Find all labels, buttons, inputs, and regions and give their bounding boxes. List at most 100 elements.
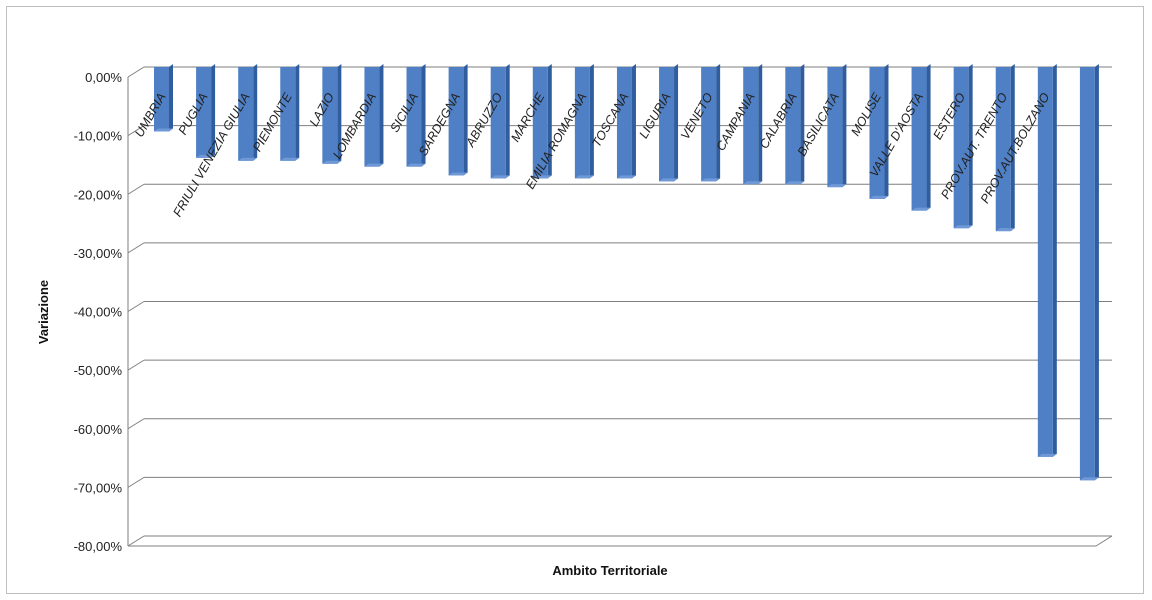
bar [574, 64, 594, 179]
bar-front [406, 67, 422, 167]
y-tick-label: -50,00% [74, 363, 123, 378]
bar [827, 64, 847, 188]
bar-cap [995, 228, 1015, 232]
gridline-edge [127, 476, 145, 488]
bar-side [968, 64, 973, 229]
bar-cap [574, 175, 594, 179]
y-tick-label: -40,00% [74, 305, 123, 320]
bar-cap [616, 175, 636, 179]
bar [743, 64, 763, 185]
bar-cap [238, 157, 258, 161]
bar [154, 64, 173, 132]
bar-side [379, 64, 384, 167]
gridline-edge [127, 242, 145, 254]
y-tick-label: -20,00% [74, 187, 123, 202]
bar-cap [322, 160, 342, 164]
bar-side [547, 64, 552, 179]
bar-side [295, 64, 300, 161]
y-tick-label: -60,00% [74, 422, 123, 437]
bar-cap [532, 175, 552, 179]
bar-cap [911, 207, 931, 211]
bar-cap [743, 181, 763, 185]
bar-front [995, 67, 1011, 232]
bar-side [716, 64, 721, 182]
bar [616, 64, 636, 179]
gridlines [127, 66, 1113, 547]
bar-side [1094, 64, 1099, 481]
bar-cap [785, 181, 805, 185]
bar-side [211, 64, 216, 158]
bar-front [911, 67, 927, 211]
y-tick-label: 0,00% [85, 70, 122, 85]
bar [1037, 64, 1057, 457]
bar [995, 64, 1015, 232]
bar-cap [1079, 477, 1099, 481]
bar [280, 64, 300, 161]
y-tick-label: -70,00% [74, 480, 123, 495]
y-tick-label: -80,00% [74, 539, 123, 554]
bar-front [616, 67, 632, 179]
bar-front [532, 67, 548, 179]
bar-side [463, 64, 468, 176]
y-tick-label: -10,00% [74, 129, 123, 144]
bar-cap [196, 154, 216, 158]
bar [196, 64, 216, 158]
bar [869, 64, 889, 199]
bar [406, 64, 426, 167]
bar-front [196, 67, 212, 158]
bar [448, 64, 468, 176]
bar-cap [364, 163, 384, 167]
bar-front [322, 67, 338, 164]
bar [490, 64, 510, 179]
gridline-edge [127, 66, 145, 78]
bar-side [1052, 64, 1057, 457]
bar-cap [869, 195, 889, 199]
bar-cap [827, 184, 847, 188]
bar-cap [701, 178, 721, 182]
bar-front [364, 67, 380, 167]
floor-side-edge [1095, 535, 1113, 547]
bar-front [154, 67, 169, 132]
y-tick-labels: 0,00% -10,00% -20,00% -30,00% -40,00% -50,00%… [74, 70, 123, 554]
bar-front [490, 67, 506, 179]
bar-side [1010, 64, 1015, 232]
bar-cap [448, 172, 468, 176]
bar-side [884, 64, 889, 199]
bar-side [169, 64, 173, 132]
bar-cap [659, 178, 679, 182]
bar-cap [280, 157, 300, 161]
bar-side [337, 64, 342, 164]
bar-front [280, 67, 296, 161]
bar-front [574, 67, 590, 179]
bar-side [842, 64, 847, 188]
bar-front [743, 67, 759, 185]
bar [701, 64, 721, 182]
y-tick-label: -30,00% [74, 246, 123, 261]
gridline-edge [127, 418, 145, 430]
bar-cap [953, 225, 973, 229]
bar-side [674, 64, 679, 182]
bar [659, 64, 679, 182]
gridline-edge [127, 301, 145, 312]
bar-side [926, 64, 931, 211]
bar [1079, 64, 1099, 481]
bar-front [238, 67, 254, 161]
bar-front [869, 67, 885, 199]
bar-cap [154, 128, 173, 132]
bar-side [631, 64, 636, 179]
bar [364, 64, 384, 167]
bar-front [827, 67, 843, 188]
bar-side [505, 64, 510, 179]
bars [154, 64, 1099, 481]
bar-side [800, 64, 805, 185]
bar [911, 64, 931, 211]
bar-front [953, 67, 969, 229]
bar [322, 64, 342, 164]
gridline-edge [127, 183, 145, 195]
bar [785, 64, 805, 185]
bar-side [758, 64, 763, 185]
bar [953, 64, 973, 229]
bar [532, 64, 552, 179]
gridline-edge [127, 359, 145, 371]
